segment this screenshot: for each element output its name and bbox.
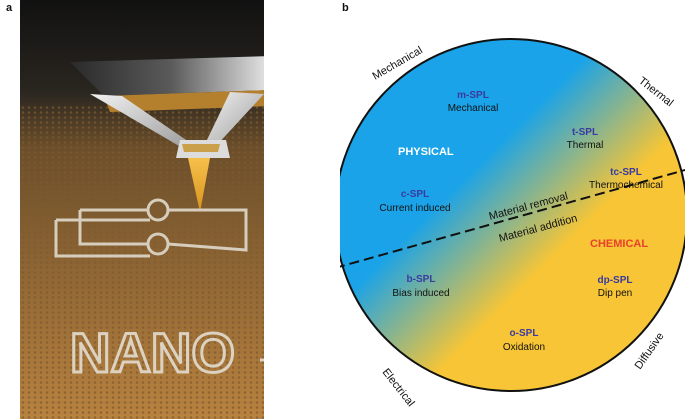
spl-illustration: NANO bbox=[20, 0, 264, 419]
method-name: Mechanical bbox=[448, 103, 499, 114]
outer-label-electrical: Electrical bbox=[380, 366, 417, 409]
divider-line bbox=[340, 169, 685, 268]
nano-engraving: NANO bbox=[70, 321, 235, 384]
spl-classification-diagram: Material removal Material addition Mecha… bbox=[340, 38, 685, 409]
method-abbr: c-SPL bbox=[401, 189, 429, 200]
method-name: Oxidation bbox=[503, 342, 545, 353]
method-name: Current induced bbox=[379, 203, 450, 214]
method-abbr: t-SPL bbox=[572, 127, 598, 138]
method-name: Dip pen bbox=[598, 288, 632, 299]
method-t-spl: t-SPL Thermal bbox=[567, 127, 604, 151]
classification-circle bbox=[340, 38, 685, 392]
method-tc-spl: tc-SPL Thermochemical bbox=[589, 167, 663, 191]
patterned-circuit bbox=[54, 198, 248, 258]
panel-label-b: b bbox=[342, 2, 349, 14]
region-physical: PHYSICAL bbox=[398, 146, 454, 158]
region-chemical: CHEMICAL bbox=[590, 238, 648, 250]
method-name: Thermochemical bbox=[589, 180, 663, 191]
method-abbr: o-SPL bbox=[510, 328, 539, 339]
method-c-spl: c-SPL Current induced bbox=[379, 189, 450, 214]
cantilever-arms bbox=[90, 92, 264, 158]
method-abbr: m-SPL bbox=[457, 90, 489, 101]
method-b-spl: b-SPL Bias induced bbox=[392, 274, 449, 299]
method-name: Thermal bbox=[567, 140, 604, 151]
method-abbr: b-SPL bbox=[407, 274, 436, 285]
method-dp-spl: dp-SPL Dip pen bbox=[598, 275, 633, 299]
method-m-spl: m-SPL Mechanical bbox=[448, 90, 499, 114]
method-abbr: tc-SPL bbox=[610, 167, 642, 178]
method-o-spl: o-SPL Oxidation bbox=[503, 328, 545, 353]
method-name: Bias induced bbox=[392, 288, 449, 299]
panel-label-a: a bbox=[6, 2, 13, 14]
probe-tip bbox=[188, 158, 210, 212]
method-abbr: dp-SPL bbox=[598, 275, 633, 286]
